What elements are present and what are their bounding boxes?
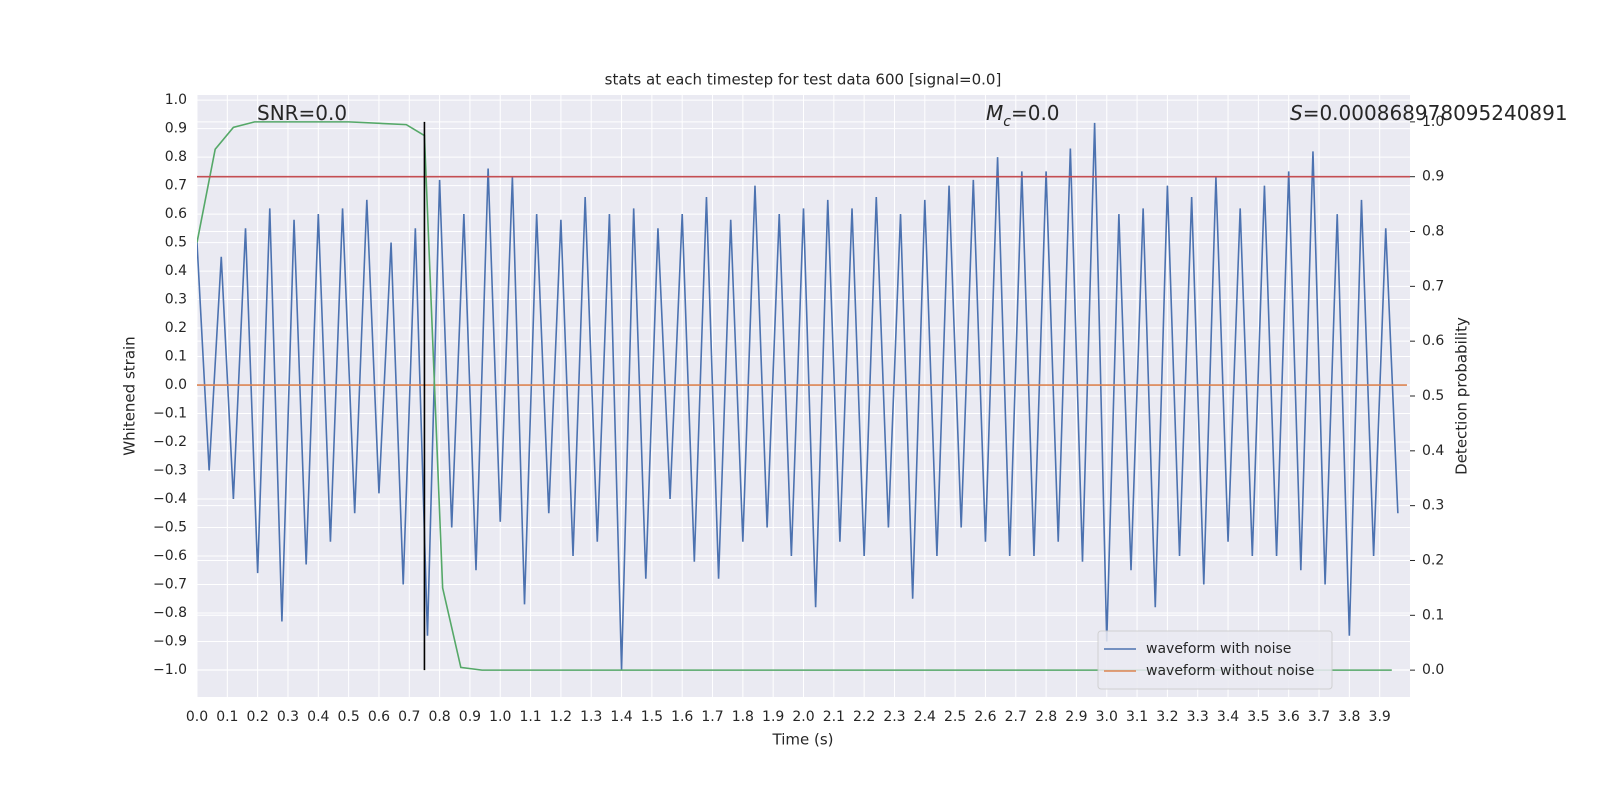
y2-axis-label: Detection probability bbox=[1453, 317, 1471, 475]
annotation-part: SNR=0.0 bbox=[257, 101, 347, 125]
x-tick-label: 2.6 bbox=[974, 709, 996, 725]
y2-tick-label: 0.7 bbox=[1422, 278, 1444, 294]
y2-tick-label: 0.5 bbox=[1422, 388, 1444, 404]
y2-tick-label: 0.2 bbox=[1422, 552, 1444, 568]
x-tick-label: 1.4 bbox=[610, 709, 632, 725]
annotation: S=0.000868978095240891 bbox=[1290, 101, 1568, 125]
legend-box bbox=[1097, 630, 1333, 690]
x-tick-label: 2.2 bbox=[853, 709, 875, 725]
x-tick-label: 0.6 bbox=[368, 709, 390, 725]
y-tick-label: 0.3 bbox=[165, 292, 187, 308]
x-tick-label: 2.5 bbox=[944, 709, 966, 725]
y-tick-label: −0.9 bbox=[153, 633, 187, 649]
annotation-part: S bbox=[1290, 101, 1303, 125]
y-tick-label: 0.0 bbox=[165, 377, 187, 393]
y-tick-label: −0.5 bbox=[153, 519, 187, 535]
legend: waveform with noise waveform without nois… bbox=[1097, 630, 1333, 690]
x-tick-label: 1.6 bbox=[671, 709, 693, 725]
x-tick-label: 2.0 bbox=[792, 709, 814, 725]
x-tick-label: 3.1 bbox=[1126, 709, 1148, 725]
x-tick-label: 3.2 bbox=[1156, 709, 1178, 725]
x-tick-label: 1.3 bbox=[580, 709, 602, 725]
legend-label: waveform with noise bbox=[1146, 641, 1291, 657]
x-tick-label: 0.1 bbox=[216, 709, 238, 725]
y-tick-label: 1.0 bbox=[165, 92, 187, 108]
y-tick-label: −0.7 bbox=[153, 576, 187, 592]
chart-title: stats at each timestep for test data 600… bbox=[605, 71, 1002, 89]
x-tick-label: 3.0 bbox=[1096, 709, 1118, 725]
y-tick-label: −0.1 bbox=[153, 406, 187, 422]
y-tick-label: 0.1 bbox=[165, 349, 187, 365]
x-tick-label: 1.9 bbox=[762, 709, 784, 725]
x-tick-label: 3.6 bbox=[1278, 709, 1300, 725]
x-tick-label: 1.2 bbox=[550, 709, 572, 725]
x-axis-label: Time (s) bbox=[772, 731, 834, 749]
x-tick-label: 0.5 bbox=[337, 709, 359, 725]
x-tick-label: 3.9 bbox=[1369, 709, 1391, 725]
y-tick-label: 0.7 bbox=[165, 178, 187, 194]
y2-tick-label: 0.3 bbox=[1422, 498, 1444, 514]
y2-tick-label: 0.1 bbox=[1422, 607, 1444, 623]
x-tick-label: 2.7 bbox=[1005, 709, 1027, 725]
y2-tick-label: 1.0 bbox=[1422, 114, 1444, 130]
x-tick-label: 0.9 bbox=[459, 709, 481, 725]
y2-tick-label: 0.8 bbox=[1422, 224, 1444, 240]
annotation-part: =0.000868978095240891 bbox=[1303, 101, 1568, 125]
x-tick-label: 3.7 bbox=[1308, 709, 1330, 725]
x-tick-label: 2.3 bbox=[883, 709, 905, 725]
x-tick-label: 3.5 bbox=[1247, 709, 1269, 725]
x-tick-label: 1.7 bbox=[701, 709, 723, 725]
y-tick-label: −0.6 bbox=[153, 548, 187, 564]
y-tick-label: 0.5 bbox=[165, 235, 187, 251]
x-tick-label: 2.8 bbox=[1035, 709, 1057, 725]
x-tick-label: 3.3 bbox=[1187, 709, 1209, 725]
x-tick-label: 0.4 bbox=[307, 709, 329, 725]
x-tick-label: 0.3 bbox=[277, 709, 299, 725]
x-tick-label: 2.4 bbox=[914, 709, 936, 725]
annotation: Mc=0.0 bbox=[986, 101, 1060, 131]
y2-tick-label: 0.6 bbox=[1422, 333, 1444, 349]
x-tick-label: 3.4 bbox=[1217, 709, 1239, 725]
x-tick-label: 1.5 bbox=[641, 709, 663, 725]
x-tick-label: 1.8 bbox=[732, 709, 754, 725]
series-line bbox=[197, 121, 1392, 671]
y2-tick-label: 0.0 bbox=[1422, 662, 1444, 678]
x-tick-label: 3.8 bbox=[1338, 709, 1360, 725]
x-tick-label: 2.9 bbox=[1065, 709, 1087, 725]
y2-tick-label: 0.9 bbox=[1422, 169, 1444, 185]
y2-tick-label: 0.4 bbox=[1422, 443, 1444, 459]
y-tick-label: −0.2 bbox=[153, 434, 187, 450]
y-tick-label: 0.4 bbox=[165, 263, 187, 279]
x-tick-label: 1.1 bbox=[519, 709, 541, 725]
y-tick-label: 0.9 bbox=[165, 121, 187, 137]
legend-label: waveform without noise bbox=[1146, 663, 1314, 679]
x-tick-label: 2.1 bbox=[823, 709, 845, 725]
x-tick-label: 0.8 bbox=[428, 709, 450, 725]
y-tick-label: 0.8 bbox=[165, 149, 187, 165]
y-axis-label: Whitened strain bbox=[121, 336, 139, 455]
x-tick-label: 0.0 bbox=[186, 709, 208, 725]
annotation: SNR=0.0 bbox=[257, 101, 347, 125]
annotation-part: c bbox=[1003, 114, 1011, 130]
y-tick-label: −0.3 bbox=[153, 463, 187, 479]
series-line bbox=[197, 122, 1399, 670]
x-tick-label: 0.2 bbox=[247, 709, 269, 725]
annotation-part: M bbox=[986, 101, 1003, 125]
y-tick-label: 0.2 bbox=[165, 320, 187, 336]
annotation-part: =0.0 bbox=[1011, 101, 1060, 125]
x-tick-label: 1.0 bbox=[489, 709, 511, 725]
y-tick-label: −0.8 bbox=[153, 605, 187, 621]
y-tick-label: 0.6 bbox=[165, 206, 187, 222]
x-tick-label: 0.7 bbox=[398, 709, 420, 725]
y-tick-label: −0.4 bbox=[153, 491, 187, 507]
y-tick-label: −1.0 bbox=[153, 662, 187, 678]
